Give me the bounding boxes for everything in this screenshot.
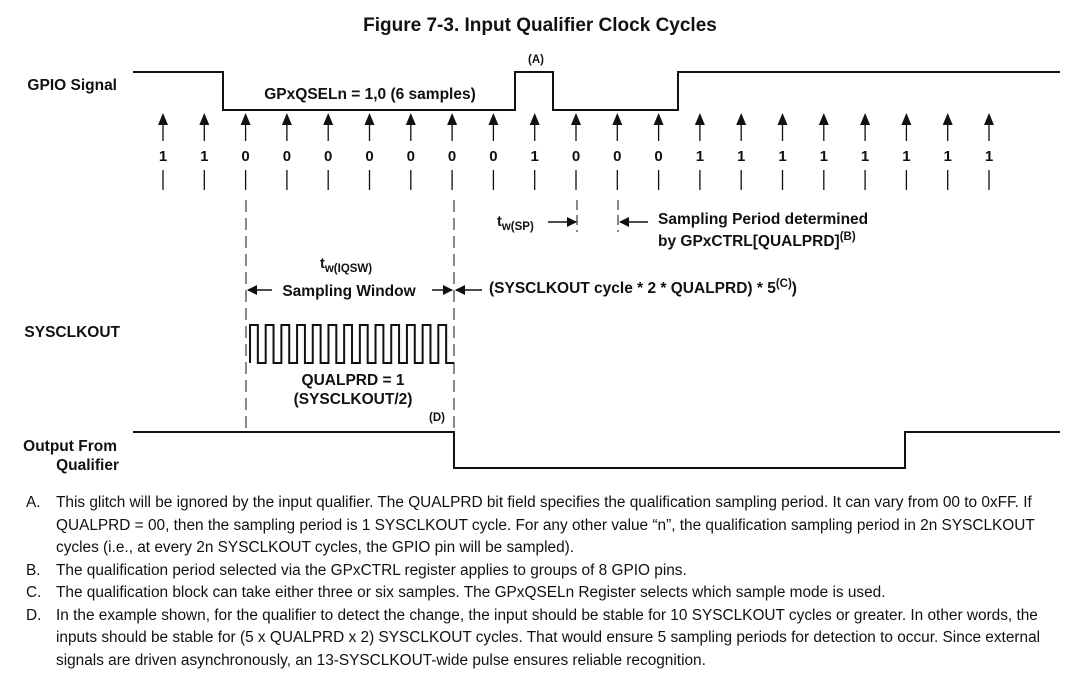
- sample-value: 1: [944, 148, 952, 165]
- sample-arrow-head: [818, 113, 829, 125]
- sampling-period-label-line2: by GPxCTRL[QUALPRD](B): [658, 231, 856, 250]
- sample-value: 0: [613, 148, 621, 165]
- note-a: A. This glitch will be ignored by the inp…: [26, 492, 1066, 560]
- sample-arrow-head: [488, 113, 499, 125]
- sample-value: 1: [696, 148, 704, 165]
- note-b: B. The qualification period selected via …: [26, 560, 1066, 583]
- sample-arrow-head: [860, 113, 871, 125]
- qualprd-sublabel: (SYSCLKOUT/2): [294, 391, 413, 408]
- sample-value: 0: [283, 148, 291, 165]
- glitch-marker-a: (A): [528, 54, 544, 66]
- sample-value: 0: [407, 148, 415, 165]
- sample-value: 0: [365, 148, 373, 165]
- sample-arrow-head: [612, 113, 623, 125]
- sample-arrows: 1 1 0 0 0 0 0 0 0 1 0 0 0 1 1 1 1 1 1 1 1: [158, 113, 994, 190]
- sample-arrow-head: [323, 113, 334, 125]
- sample-value: 0: [241, 148, 249, 165]
- sample-value: 1: [902, 148, 910, 165]
- note-letter: C.: [26, 584, 42, 601]
- sample-arrow-head: [736, 113, 747, 125]
- sample-arrow-head: [901, 113, 912, 125]
- sample-arrow-head: [571, 113, 581, 125]
- sampling-period-label-line1: Sampling Period determined: [658, 211, 868, 228]
- input-qualifier-timing-diagram: Figure 7-3. Input Qualifier Clock Cycles…: [23, 15, 1060, 474]
- note-letter: B.: [26, 561, 41, 579]
- tw-sp-label: tw(SP): [497, 214, 534, 233]
- sample-arrow-head: [694, 113, 705, 125]
- sample-arrow-head: [984, 113, 994, 125]
- tw-iqsw-label: tw(IQSW): [320, 256, 372, 275]
- sample-arrow-head: [529, 113, 540, 125]
- output-qualifier-label-line1: Output From: [23, 438, 117, 455]
- output-marker-d: (D): [429, 412, 445, 424]
- sample-value: 1: [778, 148, 786, 165]
- figure-title: Figure 7-3. Input Qualifier Clock Cycles: [363, 15, 717, 36]
- note-text: In the example shown, for the qualifier …: [56, 606, 1041, 669]
- sample-arrow-head: [405, 113, 416, 125]
- note-text: This glitch will be ignored by the input…: [56, 494, 1035, 556]
- gpio-signal-waveform: [133, 71, 1060, 111]
- sample-arrow-head: [777, 113, 788, 125]
- sample-value: 0: [654, 148, 662, 165]
- sample-arrow-head: [653, 113, 664, 125]
- sample-value: 1: [737, 148, 745, 165]
- sample-value: 1: [200, 148, 208, 165]
- sysclkout-label: SYSCLKOUT: [24, 324, 120, 341]
- sampling-window-label: Sampling Window: [282, 283, 416, 300]
- output-qualifier-label-line2: Qualifier: [56, 457, 119, 474]
- sample-value: 1: [531, 148, 539, 165]
- sample-value: 1: [159, 148, 167, 165]
- note-letter: A.: [26, 494, 41, 511]
- qualifier-output-waveform: [133, 431, 1060, 469]
- sample-arrow-head: [158, 113, 168, 125]
- note-letter: D.: [26, 606, 42, 624]
- sample-value: 0: [448, 148, 456, 165]
- note-text: The qualification period selected via th…: [56, 561, 687, 579]
- sample-value: 0: [489, 148, 497, 165]
- gpio-signal-label: GPIO Signal: [27, 77, 117, 94]
- sample-value: 0: [572, 148, 580, 165]
- sample-value: 1: [861, 148, 869, 165]
- note-d: D. In the example shown, for the qualifie…: [26, 605, 1066, 673]
- sample-value: 0: [324, 148, 332, 165]
- sample-value: 1: [820, 148, 828, 165]
- figure-notes: A. This glitch will be ignored by the inp…: [26, 492, 1066, 672]
- sample-arrow-head: [281, 113, 292, 125]
- qualprd-label: QUALPRD = 1: [302, 372, 405, 389]
- sample-arrow-head: [199, 113, 210, 125]
- sample-arrow-head: [364, 113, 375, 125]
- note-c: C. The qualification block can take eithe…: [26, 582, 1066, 605]
- sysclkout-waveform: [249, 324, 454, 364]
- sample-value: 1: [985, 148, 993, 165]
- sample-arrow-head: [942, 113, 953, 125]
- note-text: The qualification block can take either …: [56, 584, 886, 601]
- qsel-label: GPxQSELn = 1,0 (6 samples): [264, 86, 476, 103]
- sample-arrow-head: [447, 113, 458, 125]
- sampling-window-formula: (SYSCLKOUT cycle * 2 * QUALPRD) * 5(C)): [489, 278, 797, 297]
- sample-arrow-head: [240, 113, 251, 125]
